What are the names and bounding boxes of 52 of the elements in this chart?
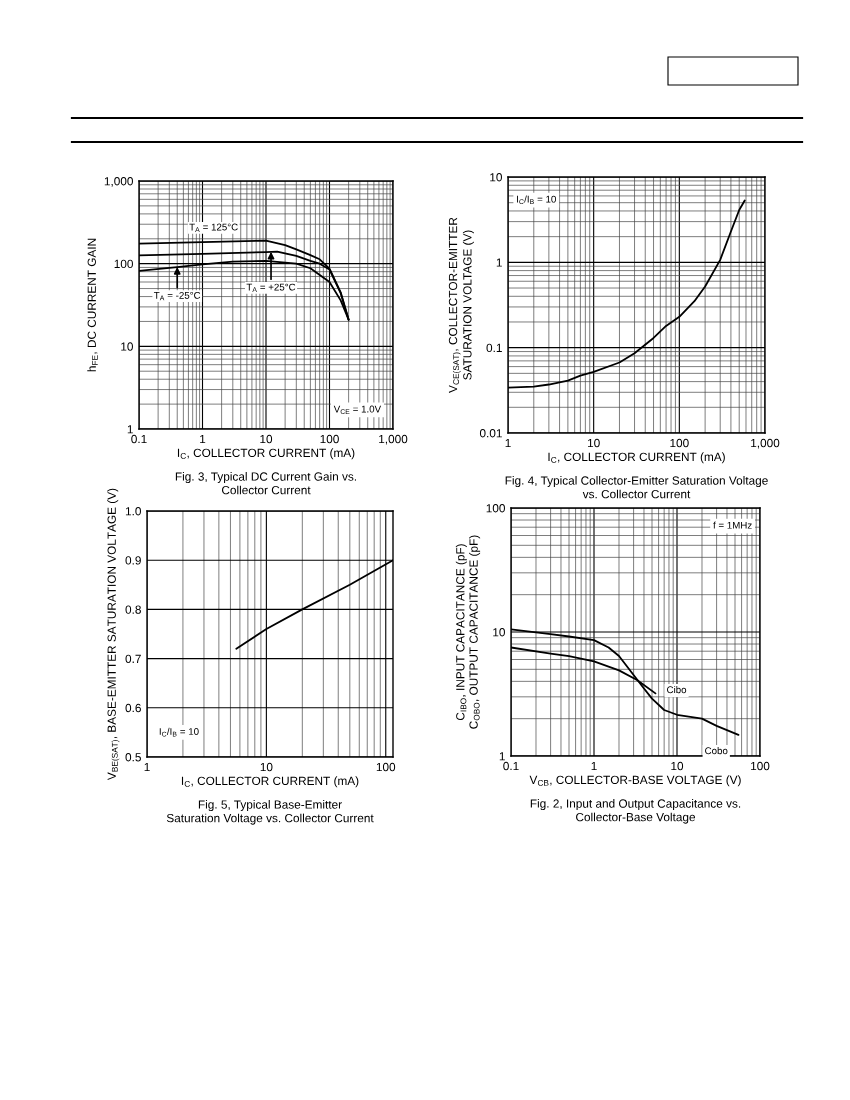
x-tick-label: 100 bbox=[320, 434, 339, 444]
y-tick-label: 0.8 bbox=[125, 605, 141, 614]
x-tick-label: 1 bbox=[200, 434, 206, 444]
annotation: I$_{C}$/I$_{B}$ = 10 bbox=[517, 195, 556, 205]
annotation: I$_{C}$/I$_{B}$ = 10 bbox=[159, 727, 199, 737]
x-axis-title: I$_{C}$, COLLECTOR CURRENT (mA) bbox=[177, 448, 355, 460]
series-label: Cobo bbox=[705, 747, 728, 755]
y-tick-label: 1 bbox=[496, 258, 502, 267]
text: Fig. 5, Typical Base-Emitter Saturation Voltage vs. Collector Current bbox=[166, 800, 374, 825]
y-tick-label: 1.0 bbox=[125, 507, 141, 516]
annotation: T$_{A}$ = +25°C bbox=[246, 283, 296, 292]
y-axis-title: h$_{FE}$, DC CURRENT GAIN bbox=[87, 238, 98, 372]
series-label: Cibo bbox=[667, 686, 687, 694]
y-tick-label: 0.6 bbox=[125, 703, 141, 713]
x-tick-label: 100 bbox=[670, 438, 689, 448]
x-tick-label: 1,000 bbox=[751, 438, 780, 449]
x-tick-label: 10 bbox=[671, 761, 684, 771]
x-tick-label: 100 bbox=[751, 761, 770, 771]
x-tick-label: 10 bbox=[260, 434, 273, 444]
y-tick-label: 1,000 bbox=[104, 177, 133, 187]
y-tick-label: 10 bbox=[493, 628, 505, 637]
annotation: f = 1MHz bbox=[713, 521, 752, 529]
y-tick-label: 0.7 bbox=[125, 654, 141, 663]
annotation: V$_{CE}$ = 1.0V bbox=[333, 405, 382, 415]
x-tick-label: 10 bbox=[260, 762, 273, 772]
y-axis-title: V$_{BE(SAT)}$, BASE-EMITTER SATURATION VOLTAGE (V) bbox=[107, 488, 120, 781]
x-tick-label: 100 bbox=[376, 762, 396, 772]
annotation: T$_{A}$ = 125°C bbox=[189, 223, 238, 232]
y-tick-label: 10 bbox=[121, 342, 133, 351]
y-axis-title: V$_{CE(SAT)}$, COLLECTOR-EMITTER SATURATION VOLTAGE (V) bbox=[448, 217, 474, 393]
text: Fig. 2, Input and Output Capacitance vs. Collector-Base Voltage bbox=[530, 799, 741, 824]
x-tick-label: 1 bbox=[591, 761, 597, 771]
x-axis-title: I$_{C}$, COLLECTOR CURRENT (mA) bbox=[548, 452, 725, 464]
y-tick-label: 100 bbox=[486, 504, 505, 513]
y-tick-label: 1 bbox=[499, 752, 505, 761]
y-tick-label: 0.1 bbox=[486, 343, 502, 353]
y-tick-label: 0.9 bbox=[125, 556, 141, 565]
text: Fig. 4, Typical Collector-Emitter Saturation Voltage vs. Collector Current bbox=[505, 476, 768, 499]
y-tick-label: 0.5 bbox=[125, 753, 141, 762]
annotation: T$_{A}$ = -25°C bbox=[153, 291, 201, 301]
x-tick-label: 0.1 bbox=[503, 761, 519, 771]
x-axis-title: V$_{CB}$, COLLECTOR-BASE VOLTAGE (V) bbox=[529, 775, 741, 787]
text: Fig. 3, Typical DC Current Gain vs. Collector Current bbox=[175, 472, 357, 495]
x-tick-label: 1 bbox=[144, 762, 150, 772]
x-tick-label: 1,000 bbox=[379, 434, 408, 445]
y-tick-label: 0.01 bbox=[479, 429, 502, 438]
x-axis-title: I$_{C}$, COLLECTOR CURRENT (mA) bbox=[181, 776, 359, 788]
y-tick-label: 1 bbox=[127, 425, 133, 434]
y-tick-label: 10 bbox=[490, 173, 502, 182]
x-tick-label: 10 bbox=[588, 438, 600, 448]
y-tick-label: 100 bbox=[114, 259, 133, 269]
text: C$_{IBO}$, INPUT CAPACITANCE (pF) C$_{OBO}$, OUTPUT CAPACITANCE (pF) bbox=[455, 535, 481, 729]
